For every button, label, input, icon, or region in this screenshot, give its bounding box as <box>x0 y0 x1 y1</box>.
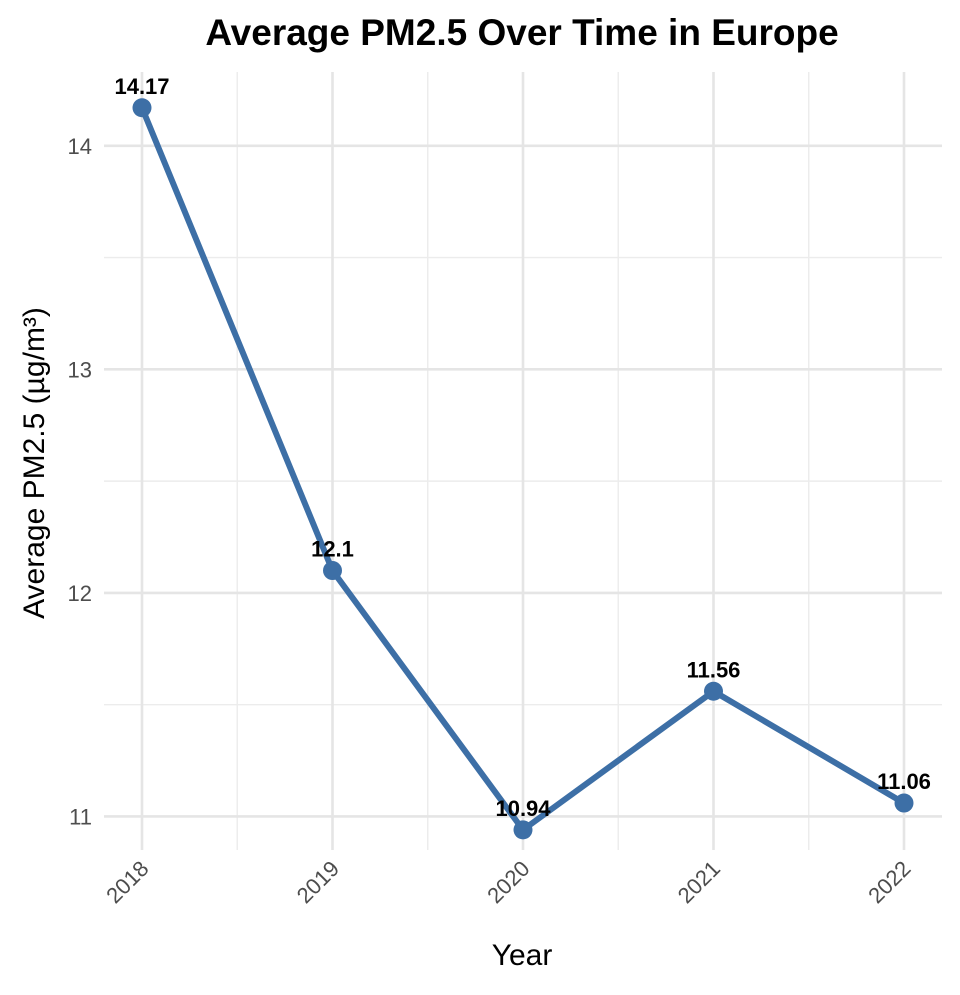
data-labels: 14.17 12.1 10.94 11.56 11.06 <box>114 74 930 821</box>
y-tick-label: 14 <box>68 134 92 159</box>
y-tick-label: 13 <box>68 357 92 382</box>
data-point <box>704 681 723 701</box>
x-axis-title: Year <box>492 939 553 972</box>
data-label: 14.17 <box>114 74 169 99</box>
x-tick-label: 2018 <box>101 856 153 908</box>
x-tick-label: 2021 <box>673 856 725 908</box>
y-axis-title: Average PM2.5 (µg/m³) <box>18 307 51 619</box>
data-label: 11.06 <box>877 769 931 794</box>
data-point <box>132 98 152 118</box>
data-point <box>894 793 914 813</box>
data-label: 12.1 <box>311 537 354 562</box>
series-pm25 <box>132 98 914 840</box>
data-label: 11.56 <box>687 657 741 682</box>
x-tick-label: 2022 <box>863 856 915 908</box>
x-tick-label: 2020 <box>482 856 534 908</box>
y-tick-label: 12 <box>68 581 92 606</box>
grid <box>104 72 942 850</box>
x-tick-label: 2019 <box>292 856 344 908</box>
data-point <box>513 820 533 840</box>
y-tick-label: 11 <box>69 804 92 829</box>
chart-title: Average PM2.5 Over Time in Europe <box>205 12 838 53</box>
data-label: 10.94 <box>495 796 551 821</box>
data-point <box>323 561 342 581</box>
